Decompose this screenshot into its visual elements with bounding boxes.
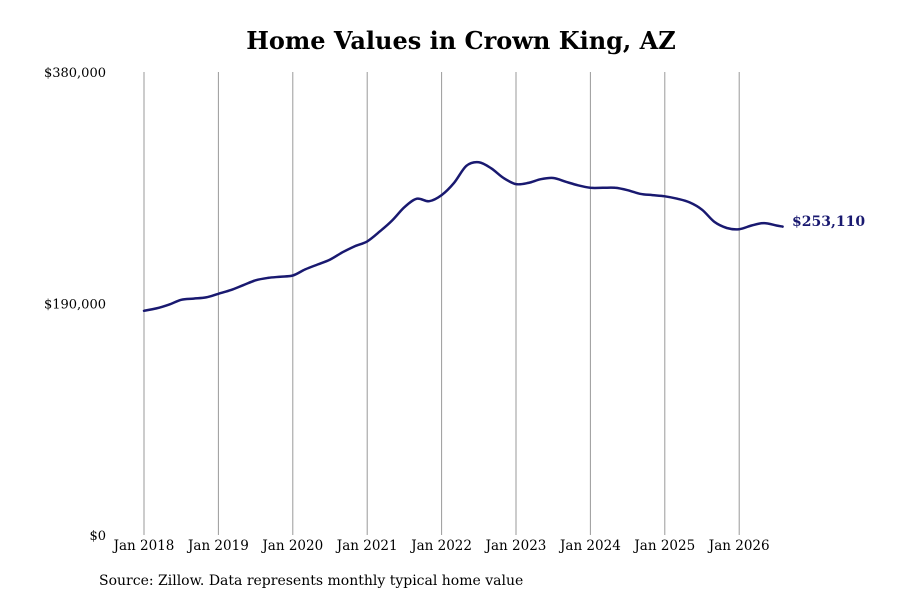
data-point xyxy=(391,220,393,222)
gridlines xyxy=(143,72,740,535)
data-point xyxy=(317,263,319,266)
data-point xyxy=(527,182,530,184)
data-point xyxy=(689,201,691,203)
data-point xyxy=(503,177,505,179)
data-point xyxy=(366,240,368,242)
data-point xyxy=(242,284,244,286)
data-point xyxy=(255,279,257,281)
data-point xyxy=(627,189,629,191)
data-point xyxy=(279,276,281,278)
data-point xyxy=(217,293,219,295)
data-point xyxy=(726,227,728,229)
data-point xyxy=(676,198,678,200)
data-point xyxy=(205,296,207,298)
y-tick-label: $380,000 xyxy=(44,66,106,81)
data-point xyxy=(354,245,356,247)
data-point xyxy=(441,194,443,196)
data-point xyxy=(193,298,195,300)
y-axis: $0 $190,000 $380,000 xyxy=(44,66,106,544)
data-point xyxy=(379,231,381,233)
data-point xyxy=(751,224,753,227)
data-point xyxy=(701,209,703,211)
x-axis: Jan 2018 Jan 2019 Jan 2020 Jan 2021 Jan 2022… xyxy=(112,538,770,554)
data-point xyxy=(602,187,604,189)
x-tick-label: Jan 2025 xyxy=(632,538,695,554)
data-point xyxy=(713,221,716,223)
data-point xyxy=(782,226,784,228)
data-point xyxy=(763,222,765,224)
data-point xyxy=(329,259,331,261)
data-point xyxy=(478,161,480,163)
data-point xyxy=(565,181,567,183)
data-point xyxy=(738,228,740,230)
x-tick-label: Jan 2022 xyxy=(409,538,472,554)
home-value-line xyxy=(142,160,784,313)
data-point xyxy=(552,177,554,179)
data-point xyxy=(180,299,182,301)
x-tick-label: Jan 2019 xyxy=(186,538,249,554)
x-tick-label: Jan 2026 xyxy=(707,538,770,554)
data-point xyxy=(614,187,616,189)
data-point xyxy=(304,268,306,270)
data-point xyxy=(664,195,666,197)
data-point xyxy=(416,198,418,200)
x-tick-label: Jan 2020 xyxy=(260,538,323,554)
data-point xyxy=(775,224,778,227)
data-point xyxy=(651,194,654,196)
end-value-label: $253,110 xyxy=(792,214,865,230)
data-point xyxy=(230,289,232,291)
x-tick-label: Jan 2018 xyxy=(112,538,175,554)
x-tick-label: Jan 2023 xyxy=(484,538,547,554)
annotation-layer: $253,110 xyxy=(792,214,865,230)
data-point xyxy=(540,178,542,180)
x-tick-label: Jan 2024 xyxy=(558,538,621,554)
series-layer xyxy=(142,160,784,313)
x-tick-label: Jan 2021 xyxy=(335,538,398,554)
data-point xyxy=(577,184,579,186)
y-tick-label: $190,000 xyxy=(44,298,106,313)
data-point xyxy=(168,304,170,306)
data-point xyxy=(143,310,145,312)
data-point xyxy=(589,187,592,189)
data-point xyxy=(515,183,517,185)
data-point xyxy=(490,167,492,169)
data-point xyxy=(341,251,343,253)
chart-title: Home Values in Crown King, AZ xyxy=(246,26,676,55)
data-point xyxy=(403,206,405,208)
data-point xyxy=(292,274,294,277)
data-point xyxy=(639,193,641,195)
data-point xyxy=(267,277,269,279)
source-note: Source: Zillow. Data represents monthly … xyxy=(99,573,524,589)
y-tick-label: $0 xyxy=(89,529,106,544)
data-point xyxy=(428,200,430,202)
data-point xyxy=(465,165,467,167)
data-point xyxy=(453,182,455,184)
data-point xyxy=(155,307,157,309)
